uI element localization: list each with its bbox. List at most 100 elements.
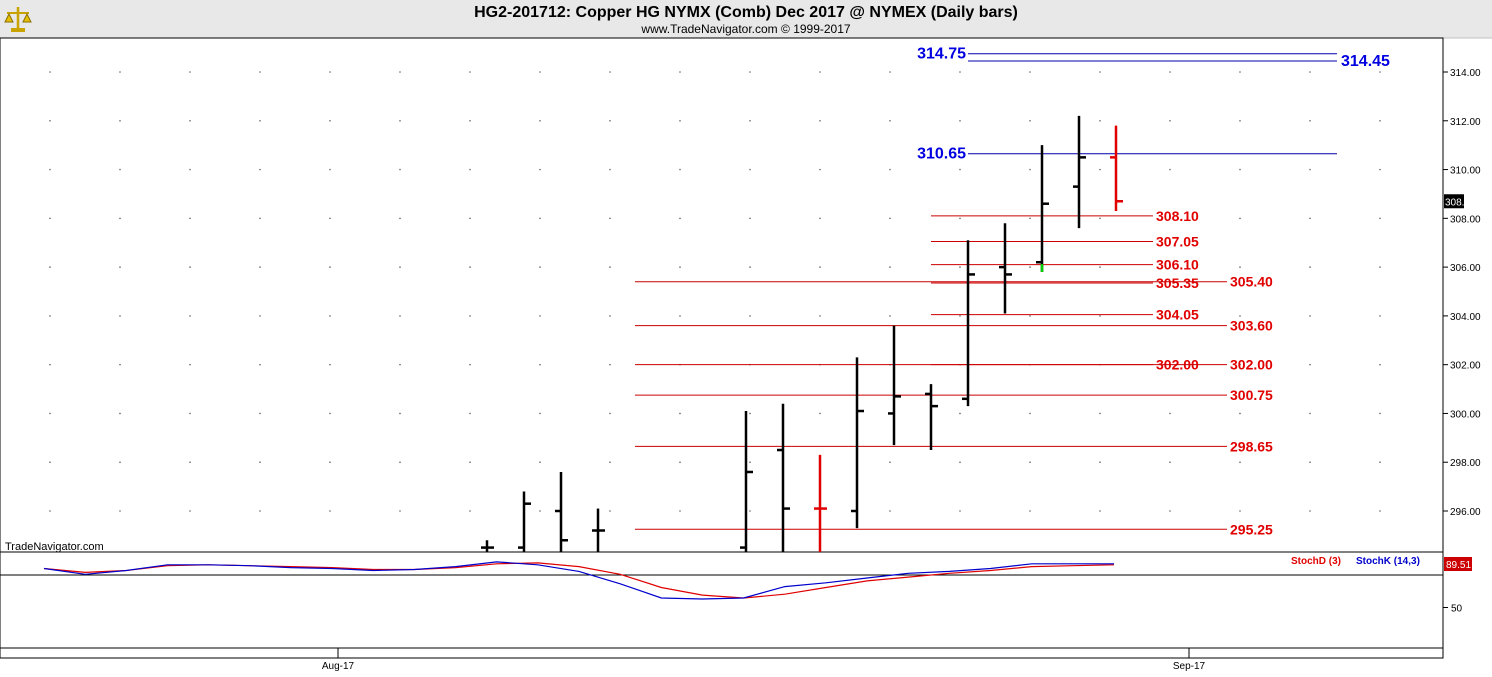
- grid-dot: [889, 71, 891, 73]
- grid-dot: [959, 168, 961, 171]
- grid-dot: [679, 461, 681, 464]
- grid-dot: [189, 217, 191, 220]
- grid-dot: [1169, 510, 1171, 512]
- price-axis[interactable]: 296.00 298.00 300.00 302.00 304.00 306.00 308.…: [1443, 68, 1481, 518]
- grid-dot: [889, 315, 891, 317]
- grid-dot: [1379, 315, 1381, 317]
- grid-dot: [259, 119, 261, 122]
- grid-dot: [399, 363, 401, 366]
- grid-dot: [329, 217, 331, 220]
- grid-dot: [539, 510, 541, 512]
- grid-dot: [399, 119, 401, 122]
- grid-dot: [399, 510, 401, 512]
- grid-dot: [1309, 412, 1311, 415]
- price-tick-label: 298.00: [1450, 458, 1481, 469]
- grid-dot: [1309, 461, 1311, 464]
- grid-dot: [1379, 217, 1381, 220]
- blue-level-label: 314.75: [917, 46, 966, 63]
- grid-dot: [399, 315, 401, 317]
- grid-dot: [1239, 217, 1241, 220]
- grid-dot: [1099, 217, 1101, 220]
- grid-dot: [469, 461, 471, 464]
- grid-dot: [399, 217, 401, 220]
- red-level-label: 302.00: [1230, 357, 1273, 373]
- grid-dot: [49, 412, 51, 415]
- grid-dot: [1379, 461, 1381, 464]
- grid-dot: [469, 412, 471, 415]
- red-level-label: 307.05: [1156, 234, 1199, 250]
- grid-dot: [679, 412, 681, 415]
- scales-logo-icon: [4, 7, 32, 32]
- grid-dot: [1169, 412, 1171, 415]
- grid-dot: [959, 510, 961, 512]
- ohlc-bar: [518, 491, 531, 552]
- grid-dot: [399, 168, 401, 171]
- grid-dot: [1169, 71, 1171, 73]
- grid-dot: [1169, 315, 1171, 317]
- grid-dot: [819, 315, 821, 317]
- grid-dot: [119, 119, 121, 122]
- grid-dot: [819, 71, 821, 73]
- grid-dot: [329, 510, 331, 512]
- grid-dot: [679, 510, 681, 512]
- grid-dot: [119, 217, 121, 220]
- grid-dot: [49, 510, 51, 512]
- grid-dot: [1099, 510, 1101, 512]
- grid-dot: [189, 315, 191, 317]
- grid-dot: [1309, 363, 1311, 366]
- grid-dot: [959, 412, 961, 415]
- grid-dot: [399, 412, 401, 415]
- grid-dot: [1309, 217, 1311, 220]
- legend-entry: StochK (14,3): [1356, 556, 1420, 567]
- grid-dot: [1099, 412, 1101, 415]
- red-level-label: 305.40: [1230, 274, 1273, 290]
- grid-dot: [329, 363, 331, 366]
- grid-dot: [189, 412, 191, 415]
- grid-dot: [469, 168, 471, 171]
- grid-dot: [189, 510, 191, 512]
- red-level-label: 305.35: [1156, 275, 1199, 291]
- grid-dot: [259, 412, 261, 415]
- ohlc-bar: [777, 403, 790, 552]
- grid-dot: [259, 168, 261, 171]
- grid-dot: [259, 217, 261, 220]
- price-tick-label: 314.00: [1450, 68, 1481, 79]
- grid-dot: [119, 510, 121, 512]
- grid-dot: [469, 119, 471, 122]
- grid-dot: [1239, 266, 1241, 268]
- grid-dot: [609, 461, 611, 464]
- price-tick-label: 304.00: [1450, 312, 1481, 323]
- grid-dot: [259, 461, 261, 464]
- title-bar: [0, 0, 1492, 38]
- grid-dot: [539, 363, 541, 366]
- grid-dot: [119, 71, 121, 73]
- grid-dot: [1379, 71, 1381, 73]
- grid-dot: [539, 412, 541, 415]
- grid-dot: [609, 412, 611, 415]
- grid-dot: [959, 217, 961, 220]
- grid-dot: [329, 412, 331, 415]
- grid-dot: [1239, 461, 1241, 464]
- grid-dot: [1099, 119, 1101, 122]
- grid-dot: [1099, 315, 1101, 317]
- grid-dot: [469, 217, 471, 220]
- grid-dot: [1379, 412, 1381, 415]
- grid-dot: [329, 119, 331, 122]
- grid-dot: [1239, 363, 1241, 366]
- grid-dot: [749, 266, 751, 268]
- grid-dot: [189, 266, 191, 268]
- ohlc-bar: [814, 454, 827, 552]
- grid-dot: [1099, 461, 1101, 464]
- grid-dot: [49, 266, 51, 268]
- grid-dot: [1029, 217, 1031, 220]
- grid-dot: [609, 510, 611, 512]
- grid-dot: [1029, 412, 1031, 415]
- date-label: Sep-17: [1173, 661, 1206, 672]
- grid-dot: [1379, 363, 1381, 366]
- grid-dot: [119, 266, 121, 268]
- grid-dot: [819, 217, 821, 220]
- last-price-label: 308.70: [1445, 197, 1476, 208]
- grid-dot: [469, 363, 471, 366]
- grid-dot: [1309, 71, 1311, 73]
